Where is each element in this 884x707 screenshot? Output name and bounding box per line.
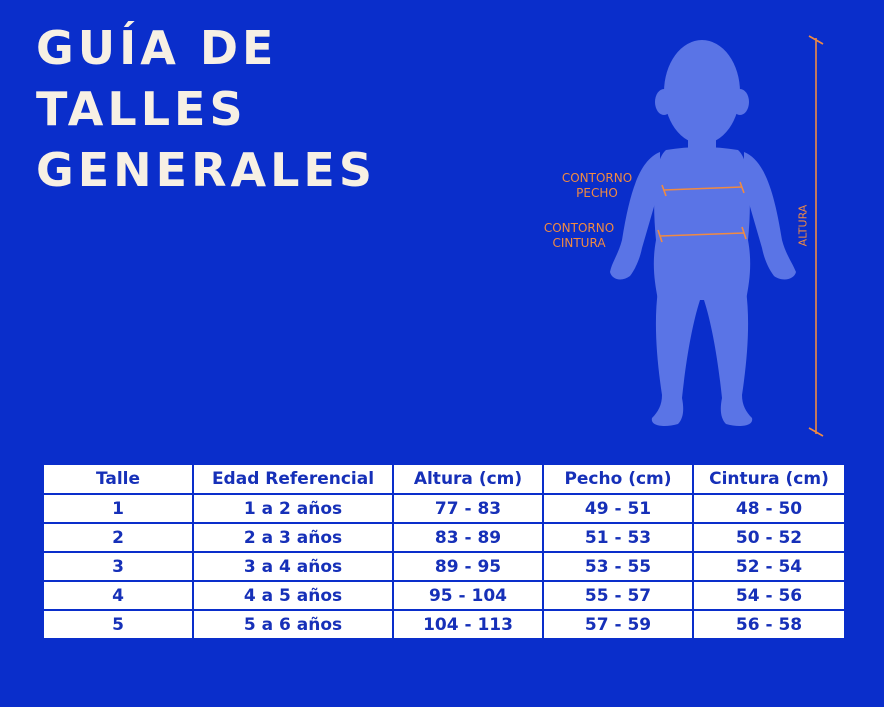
chest-label-text: CONTORNO PECHO — [561, 171, 633, 200]
cell-talle: 4 — [42, 580, 194, 611]
cell-cintura: 56 - 58 — [692, 609, 846, 640]
cell-pecho: 51 - 53 — [542, 522, 694, 553]
cell-altura: 104 - 113 — [392, 609, 544, 640]
cell-altura: 89 - 95 — [392, 551, 544, 582]
child-silhouette-icon — [610, 40, 796, 426]
header-edad: Edad Referencial — [192, 463, 394, 495]
cell-pecho: 49 - 51 — [542, 493, 694, 524]
table-header-row: Talle Edad Referencial Altura (cm) Pecho… — [42, 463, 846, 495]
table-row: 1 1 a 2 años 77 - 83 49 - 51 48 - 50 — [42, 493, 846, 524]
cell-pecho: 53 - 55 — [542, 551, 694, 582]
cell-talle: 2 — [42, 522, 194, 553]
chest-label: CONTORNO PECHO — [556, 171, 638, 201]
measure-lines — [657, 35, 824, 437]
cell-edad: 1 a 2 años — [192, 493, 394, 524]
table-row: 2 2 a 3 años 83 - 89 51 - 53 50 - 52 — [42, 522, 846, 553]
cell-talle: 5 — [42, 609, 194, 640]
title-line-1: GUÍA DE — [36, 21, 278, 75]
header-pecho: Pecho (cm) — [542, 463, 694, 495]
cell-edad: 2 a 3 años — [192, 522, 394, 553]
size-table: Talle Edad Referencial Altura (cm) Pecho… — [42, 463, 846, 640]
table-row: 5 5 a 6 años 104 - 113 57 - 59 56 - 58 — [42, 609, 846, 640]
page-title: GUÍA DE TALLES GENERALES — [36, 18, 376, 201]
cell-cintura: 48 - 50 — [692, 493, 846, 524]
cell-talle: 1 — [42, 493, 194, 524]
cell-edad: 5 a 6 años — [192, 609, 394, 640]
height-label: ALTURA — [796, 204, 810, 247]
title-line-3: GENERALES — [36, 143, 376, 197]
cell-edad: 3 a 4 años — [192, 551, 394, 582]
header-talle: Talle — [42, 463, 194, 495]
cell-talle: 3 — [42, 551, 194, 582]
waist-label: CONTORNO CINTURA — [538, 221, 620, 251]
cell-cintura: 52 - 54 — [692, 551, 846, 582]
table-row: 4 4 a 5 años 95 - 104 55 - 57 54 - 56 — [42, 580, 846, 611]
cell-pecho: 57 - 59 — [542, 609, 694, 640]
header-altura: Altura (cm) — [392, 463, 544, 495]
cell-altura: 95 - 104 — [392, 580, 544, 611]
cell-altura: 77 - 83 — [392, 493, 544, 524]
cell-cintura: 50 - 52 — [692, 522, 846, 553]
child-silhouette-diagram — [610, 35, 824, 437]
waist-measure-line — [659, 232, 745, 237]
cell-pecho: 55 - 57 — [542, 580, 694, 611]
cell-cintura: 54 - 56 — [692, 580, 846, 611]
header-cintura: Cintura (cm) — [692, 463, 846, 495]
cell-edad: 4 a 5 años — [192, 580, 394, 611]
title-line-2: TALLES — [36, 82, 247, 136]
cell-altura: 83 - 89 — [392, 522, 544, 553]
table-row: 3 3 a 4 años 89 - 95 53 - 55 52 - 54 — [42, 551, 846, 582]
chest-measure-line — [663, 186, 743, 191]
waist-label-text: CONTORNO CINTURA — [543, 221, 615, 250]
